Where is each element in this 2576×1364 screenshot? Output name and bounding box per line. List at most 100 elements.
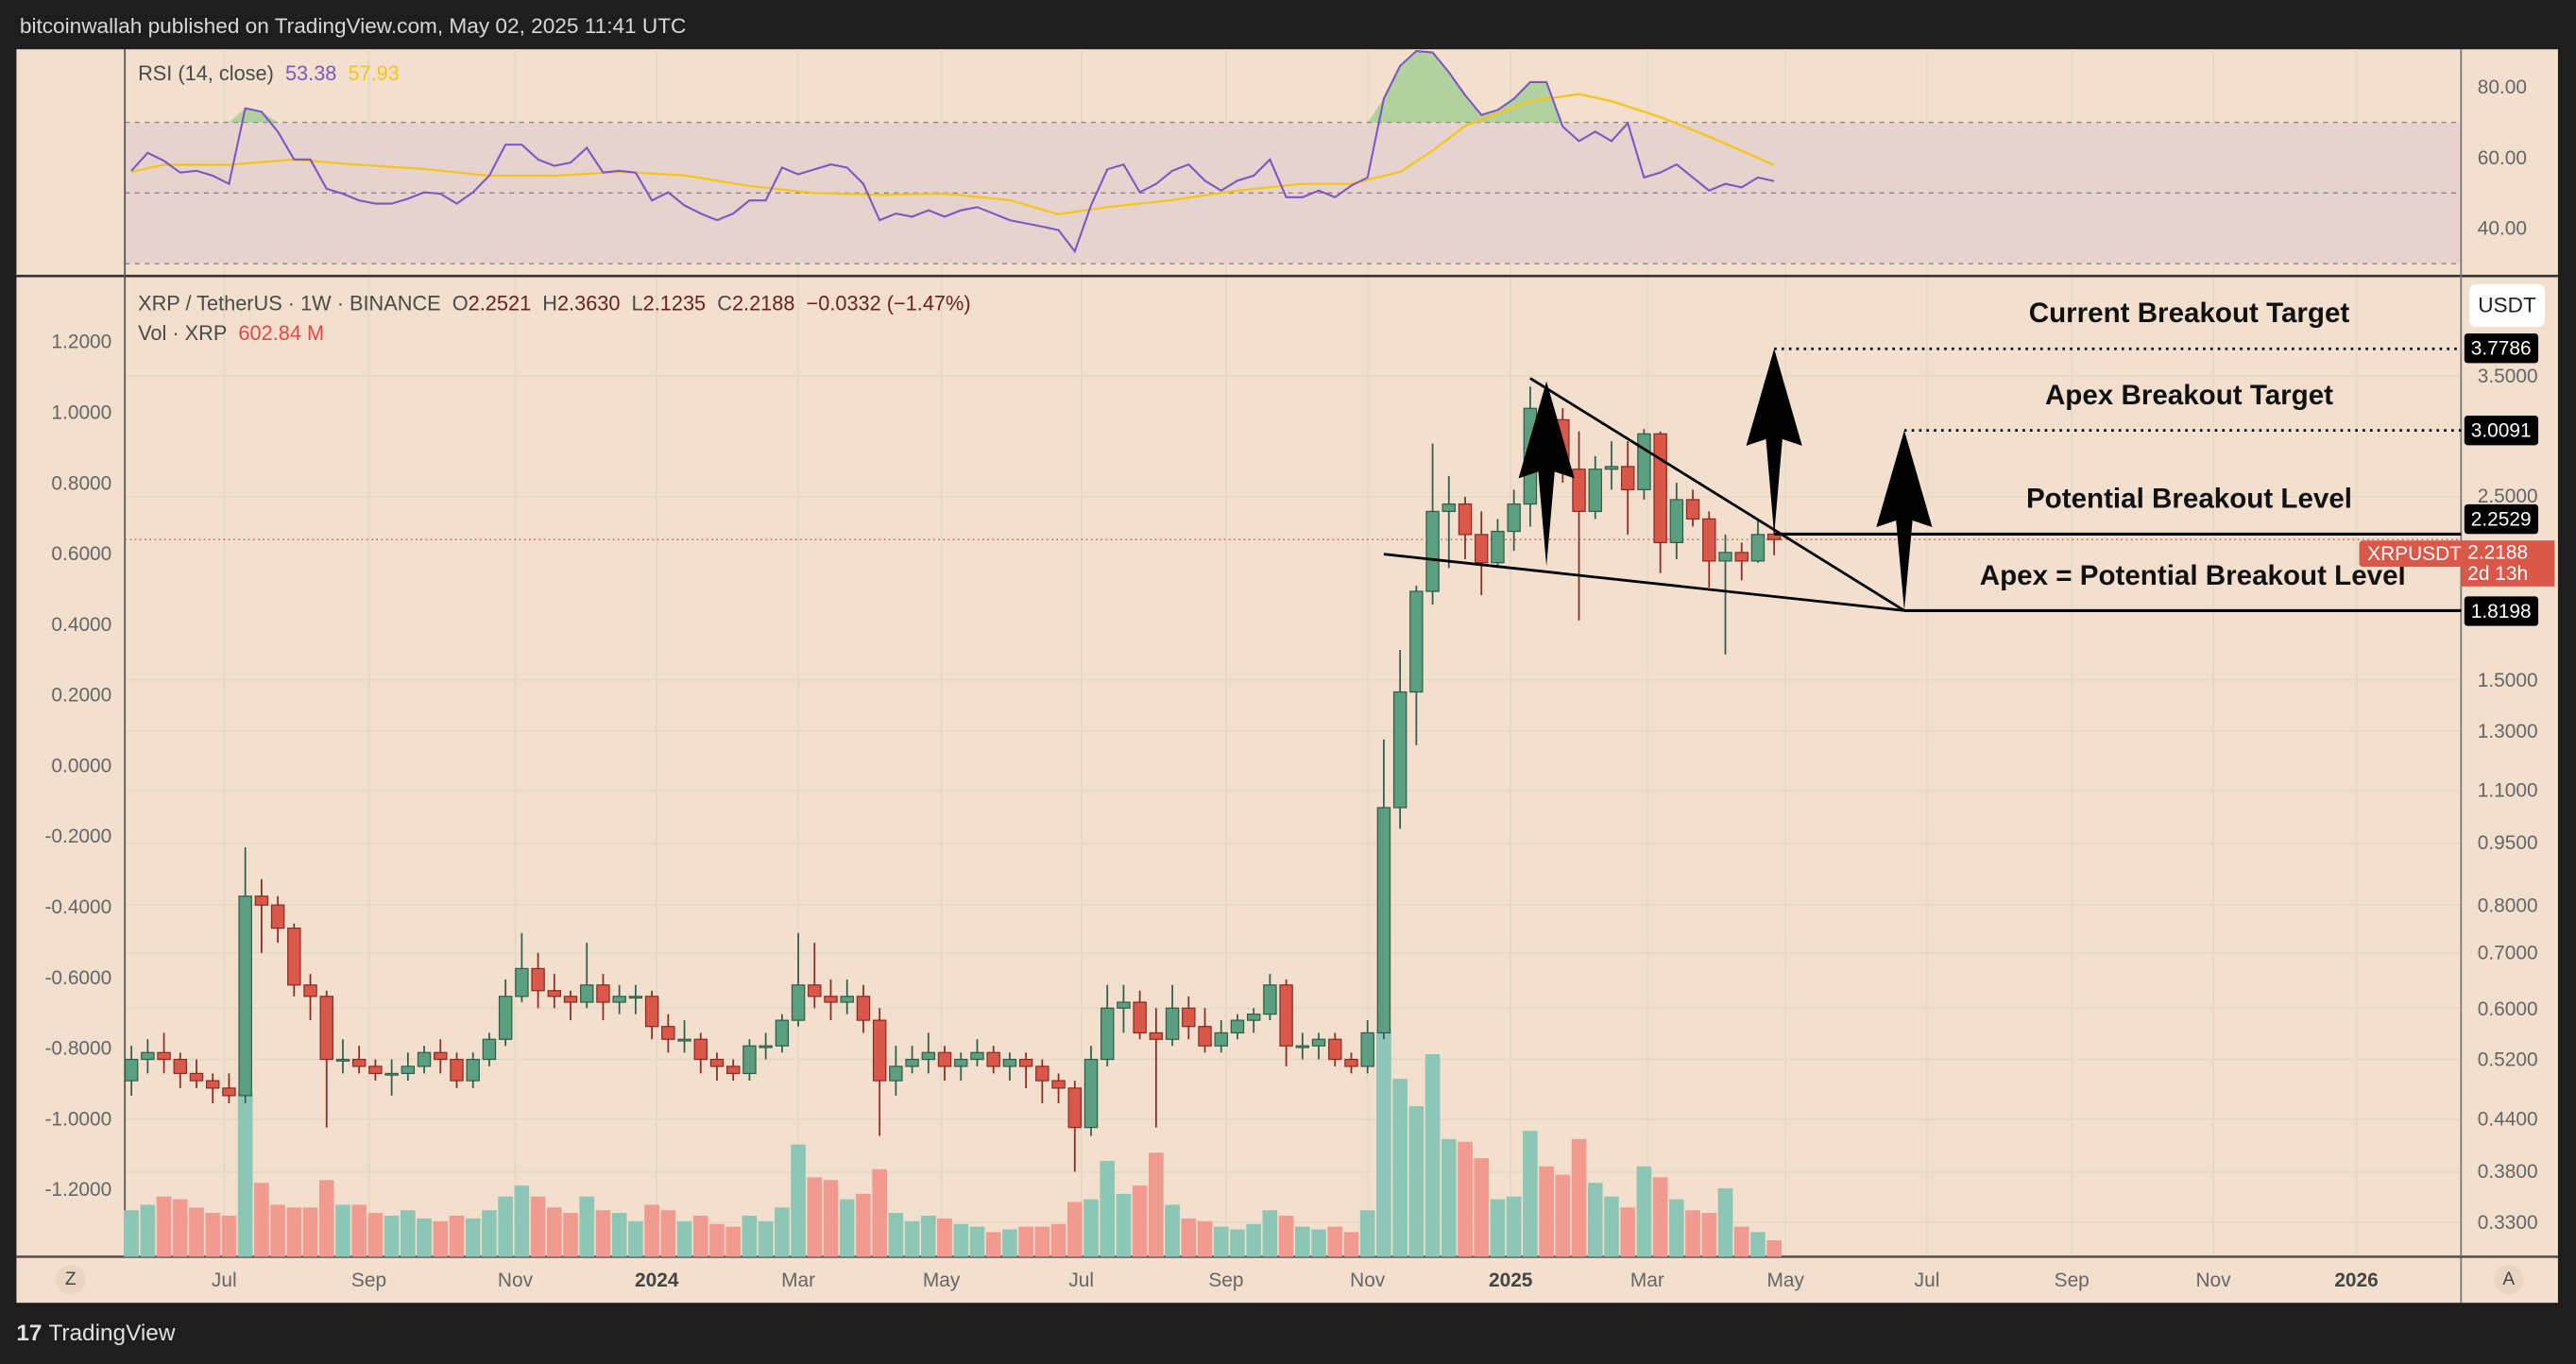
symbol-legend[interactable]: XRP / TetherUS · 1W · BINANCE O2.2521 H2… [138, 293, 971, 315]
tradingview-logo[interactable]: 17 TradingView [16, 1320, 175, 1346]
volume-bar [1066, 1202, 1083, 1257]
volume-value: 602.84 M [238, 321, 325, 346]
volume-bar [1343, 1232, 1359, 1257]
current-price-badge: 2.2188 2d 13h [2461, 540, 2555, 587]
volume-bar [1587, 1183, 1603, 1257]
candle-body [808, 984, 822, 997]
volume-legend[interactable]: Vol · XRP 602.84 M [138, 322, 324, 345]
high-value: 2.3630 [556, 292, 621, 315]
volume-bar [335, 1204, 350, 1257]
candle-body [1182, 1007, 1196, 1028]
left-axis-label: -1.0000 [44, 1107, 112, 1131]
candle-body [254, 895, 269, 906]
candle-body [1198, 1026, 1212, 1047]
candle-body [921, 1051, 936, 1061]
level-label: Potential Breakout Level [2025, 483, 2352, 515]
volume-bar [1295, 1226, 1310, 1257]
currency-button[interactable]: USDT [2469, 283, 2546, 328]
volume-bar [1490, 1199, 1506, 1257]
candle-body [1311, 1038, 1326, 1047]
candle-body [677, 1038, 691, 1042]
left-axis-label: 1.0000 [51, 401, 112, 424]
volume-bar [1149, 1152, 1164, 1257]
open-value: 2.2521 [468, 292, 532, 315]
volume-bar [953, 1223, 969, 1257]
candle-body [1507, 503, 1521, 533]
candle-body [1734, 552, 1749, 562]
tradingview-logo-icon: 17 [16, 1319, 43, 1346]
candle-body [1067, 1087, 1083, 1129]
candle-body [287, 928, 301, 986]
candle-body [872, 1019, 887, 1082]
zoom-reset-button[interactable]: Z [56, 1265, 86, 1295]
volume-bar [1652, 1177, 1668, 1257]
candle-body [856, 996, 871, 1021]
candle-body [1295, 1045, 1310, 1049]
volume-bar [1116, 1193, 1132, 1257]
candle-body [498, 996, 513, 1040]
time-axis-label: Jul [211, 1268, 237, 1292]
candle-body [157, 1051, 171, 1061]
current-symbol-tag: XRPUSDT [2359, 540, 2470, 568]
time-axis-label: Nov [497, 1268, 534, 1292]
candle-body [335, 1058, 350, 1062]
candle-body [1620, 466, 1635, 491]
time-axis-label: May [922, 1268, 961, 1292]
volume-bar [692, 1216, 708, 1257]
volume-bar [124, 1210, 139, 1257]
candle-body [206, 1080, 220, 1089]
candle-body [709, 1058, 725, 1067]
price-axis-label: 2.5000 [2477, 485, 2538, 509]
volume-bar [969, 1226, 985, 1257]
price-axis-label: 0.9500 [2477, 831, 2538, 856]
level-price-badge: 2.2529 [2464, 504, 2538, 535]
volume-bar [872, 1168, 887, 1257]
candle-body [644, 996, 659, 1028]
time-axis-label: 2025 [1488, 1268, 1533, 1292]
candle-body [1409, 590, 1424, 693]
volume-bars [124, 1029, 1782, 1257]
candle-body [1133, 1001, 1147, 1034]
candles [124, 386, 1782, 1172]
candle-body [1149, 1032, 1164, 1040]
level-label: Apex = Potential Breakout Level [1979, 559, 2406, 591]
publish-info: bitcoinwallah published on TradingView.c… [19, 12, 687, 39]
time-axis-label: Sep [350, 1268, 387, 1292]
volume-bar [140, 1204, 156, 1257]
candle-body [889, 1066, 903, 1082]
volume-bar [1408, 1106, 1424, 1257]
candle-body [1392, 691, 1407, 809]
candle-body [1214, 1032, 1228, 1047]
volume-bar [758, 1220, 774, 1257]
triangle-lower-trendline [1383, 553, 1905, 612]
volume-bar [563, 1213, 578, 1257]
volume-bar [1034, 1226, 1050, 1257]
change-value: −0.0332 (−1.47%) [806, 292, 971, 315]
volume-bar [1539, 1166, 1554, 1257]
volume-bar [937, 1218, 952, 1257]
left-axis-label: 0.8000 [51, 471, 112, 495]
candle-body [417, 1051, 432, 1067]
drawings [1383, 347, 2462, 612]
candle-body [1165, 1007, 1180, 1040]
volume-bar [1701, 1213, 1717, 1257]
auto-scale-button[interactable]: A [2494, 1265, 2524, 1295]
volume-bar [237, 1092, 253, 1257]
candle-body [1475, 534, 1489, 564]
price-axis-label: 1.5000 [2477, 668, 2538, 691]
volume-bar [888, 1213, 904, 1257]
left-axis-label: -0.2000 [44, 825, 112, 848]
rsi-label: RSI (14, close) [138, 62, 274, 86]
volume-bar [401, 1210, 416, 1257]
volume-bar [1018, 1226, 1033, 1257]
price-axis-label: 1.1000 [2477, 779, 2538, 803]
left-axis-label: 0.6000 [51, 541, 112, 566]
volume-bar [611, 1213, 627, 1257]
candle-body [612, 996, 626, 1003]
rsi-ma-value: 57.93 [348, 62, 400, 86]
volume-bar [384, 1216, 400, 1257]
rsi-axis-label: 80.00 [2477, 76, 2527, 99]
triangle-upper-trendline [1529, 377, 1905, 612]
candle-body [319, 996, 333, 1061]
